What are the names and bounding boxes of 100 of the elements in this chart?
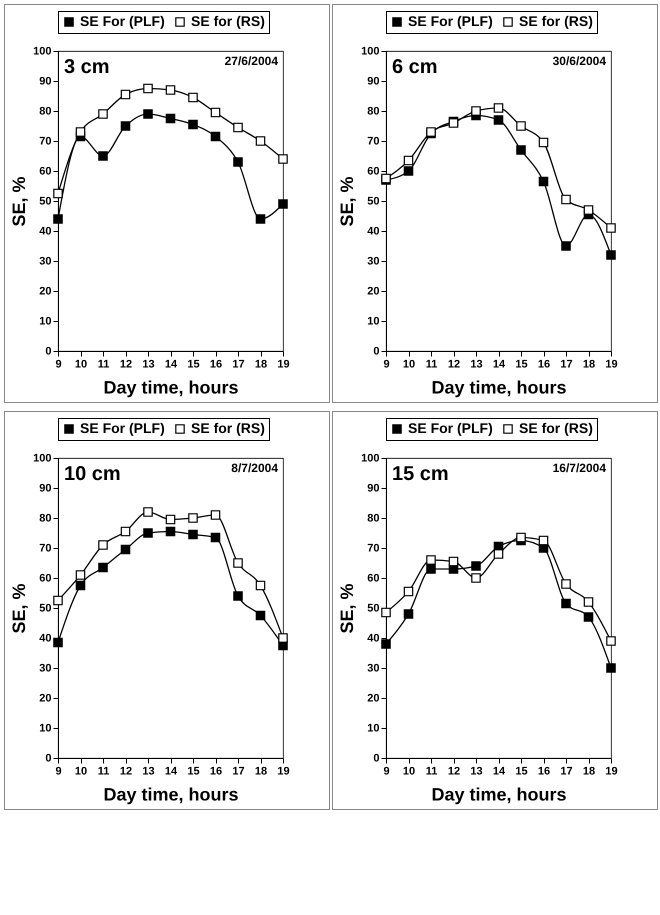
- y-tick-label: 60: [367, 572, 380, 584]
- y-tick-label: 70: [367, 542, 380, 554]
- legend-label: SE for (RS): [191, 420, 265, 436]
- annotation: 8/7/2004: [231, 461, 278, 475]
- x-tick-label: 17: [560, 766, 573, 778]
- y-tick-label: 50: [367, 196, 380, 208]
- x-tick-label: 13: [470, 358, 483, 370]
- x-tick-label: 19: [277, 766, 290, 778]
- y-tick-label: 90: [39, 76, 52, 88]
- y-tick-label: 100: [33, 46, 52, 58]
- y-tick-label: 50: [367, 602, 380, 614]
- y-tick-label: 60: [39, 166, 52, 178]
- y-tick-label: 40: [367, 632, 380, 644]
- x-tick-label: 11: [98, 766, 110, 778]
- x-tick-label: 9: [383, 766, 390, 778]
- y-tick-label: 100: [33, 452, 52, 464]
- x-tick-label: 11: [426, 358, 438, 370]
- x-tick-label: 17: [560, 358, 573, 370]
- y-tick-label: 20: [367, 692, 380, 704]
- y-tick-label: 40: [367, 226, 380, 238]
- annotation: 6 cm: [392, 56, 438, 78]
- x-tick-label: 14: [164, 358, 178, 370]
- x-axis-title: Day time, hours: [431, 378, 567, 398]
- x-tick-label: 19: [605, 766, 618, 778]
- y-tick-label: 90: [39, 482, 52, 494]
- x-tick-label: 15: [187, 358, 200, 370]
- x-tick-label: 11: [426, 766, 438, 778]
- x-tick-label: 18: [582, 766, 596, 778]
- annotation: 10 cm: [64, 463, 121, 485]
- x-axis-title: Day time, hours: [431, 784, 567, 804]
- y-tick-label: 10: [39, 722, 52, 734]
- annotation: 16/7/2004: [552, 461, 606, 475]
- y-tick-label: 30: [39, 662, 52, 674]
- y-tick-label: 0: [45, 752, 52, 764]
- x-tick-label: 16: [538, 358, 550, 370]
- x-tick-label: 16: [210, 358, 222, 370]
- annotation: 15 cm: [392, 463, 449, 485]
- y-tick-label: 90: [367, 76, 380, 88]
- y-tick-label: 20: [39, 286, 52, 298]
- y-tick-label: 70: [39, 542, 52, 554]
- x-tick-label: 16: [210, 766, 222, 778]
- y-tick-label: 0: [373, 346, 380, 358]
- y-axis-title: SE, %: [9, 583, 30, 634]
- x-tick-label: 19: [605, 358, 618, 370]
- y-tick-label: 60: [367, 166, 380, 178]
- x-tick-label: 10: [402, 766, 416, 778]
- x-tick-label: 11: [98, 358, 110, 370]
- x-tick-label: 12: [448, 766, 460, 778]
- y-tick-label: 80: [39, 106, 52, 118]
- y-tick-label: 80: [367, 512, 380, 524]
- y-tick-label: 70: [367, 136, 380, 148]
- y-tick-label: 50: [39, 602, 52, 614]
- x-tick-label: 10: [402, 358, 416, 370]
- legend-label: SE For (PLF): [80, 420, 165, 436]
- y-axis-title: SE, %: [9, 176, 30, 227]
- y-tick-label: 10: [39, 316, 52, 328]
- y-tick-label: 20: [367, 286, 380, 298]
- x-tick-label: 15: [515, 766, 528, 778]
- x-tick-label: 18: [254, 358, 268, 370]
- x-tick-label: 13: [142, 358, 155, 370]
- y-tick-label: 100: [361, 452, 380, 464]
- y-tick-label: 0: [373, 752, 380, 764]
- x-tick-label: 12: [120, 766, 132, 778]
- y-tick-label: 40: [39, 226, 52, 238]
- x-tick-label: 14: [492, 358, 506, 370]
- x-tick-label: 12: [120, 358, 132, 370]
- legend-label: SE For (PLF): [408, 13, 493, 29]
- x-tick-label: 9: [55, 358, 62, 370]
- x-axis-title: Day time, hours: [103, 378, 239, 398]
- y-tick-label: 10: [367, 316, 380, 328]
- x-tick-label: 16: [538, 766, 550, 778]
- x-tick-label: 9: [55, 766, 62, 778]
- x-tick-label: 15: [515, 358, 528, 370]
- x-tick-label: 10: [74, 358, 88, 370]
- x-tick-label: 14: [492, 766, 506, 778]
- x-tick-label: 9: [383, 358, 390, 370]
- y-tick-label: 80: [39, 512, 52, 524]
- x-tick-label: 17: [232, 766, 245, 778]
- legend-label: SE for (RS): [191, 13, 265, 29]
- y-tick-label: 50: [39, 196, 52, 208]
- legend-label: SE For (PLF): [408, 420, 493, 436]
- y-tick-label: 30: [39, 256, 52, 268]
- y-tick-label: 100: [361, 46, 380, 58]
- x-tick-label: 13: [142, 766, 155, 778]
- y-tick-label: 20: [39, 692, 52, 704]
- annotation: 30/6/2004: [552, 54, 606, 68]
- y-tick-label: 40: [39, 632, 52, 644]
- annotation: 3 cm: [64, 56, 110, 78]
- x-tick-label: 19: [277, 358, 290, 370]
- y-tick-label: 60: [39, 572, 52, 584]
- y-tick-label: 30: [367, 662, 380, 674]
- y-tick-label: 0: [45, 346, 52, 358]
- x-tick-label: 13: [470, 766, 483, 778]
- y-tick-label: 80: [367, 106, 380, 118]
- y-tick-label: 70: [39, 136, 52, 148]
- x-axis-title: Day time, hours: [103, 784, 239, 804]
- y-tick-label: 30: [367, 256, 380, 268]
- y-tick-label: 90: [367, 482, 380, 494]
- x-tick-label: 14: [164, 766, 178, 778]
- y-tick-label: 10: [367, 722, 380, 734]
